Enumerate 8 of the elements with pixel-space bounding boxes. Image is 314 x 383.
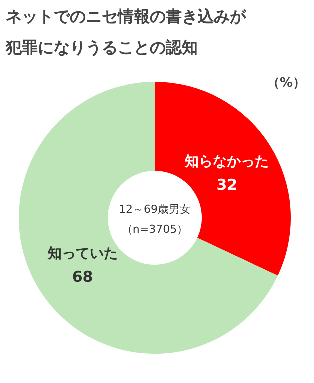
- slice-label: 知らなかった: [184, 154, 270, 170]
- data-label: 68: [72, 268, 94, 286]
- slice-label: 知っていた: [46, 246, 118, 262]
- text: （n=3705）: [122, 223, 188, 236]
- text: 12～69歳男女: [119, 203, 191, 216]
- text: （%）: [266, 76, 306, 91]
- data-label: 32: [216, 176, 238, 194]
- chart-title: ネットでのニセ情報の書き込みが犯罪になりうることの認知: [5, 7, 247, 57]
